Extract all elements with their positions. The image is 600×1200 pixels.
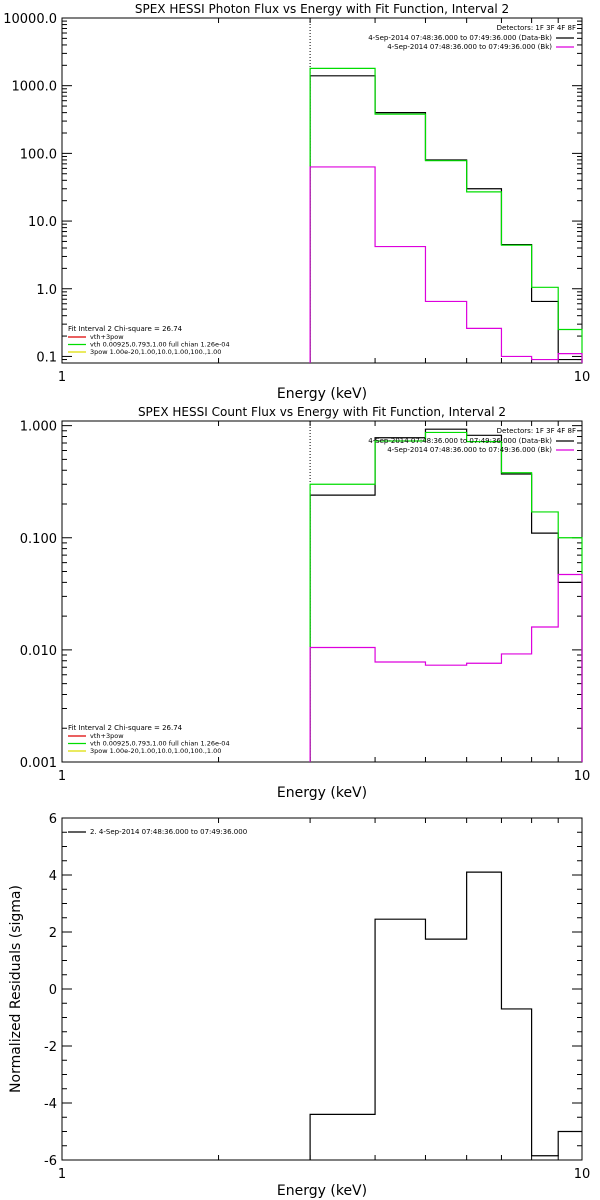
legend-entry-label: 2. 4-Sep-2014 07:48:36.000 to 07:49:36.0… [90, 828, 247, 836]
chart-title: SPEX HESSI Photon Flux vs Energy with Fi… [135, 2, 509, 16]
chart-title: SPEX HESSI Count Flux vs Energy with Fit… [138, 405, 506, 419]
y-tick-label: 1000.0 [12, 80, 58, 95]
series-step-line [309, 871, 582, 1160]
y-axis-label: Normalized Residuals (sigma) [8, 885, 24, 1093]
legend-entry-label: vth+3pow [90, 732, 124, 740]
x-axis-label: Energy (keV) [277, 1183, 367, 1199]
x-tick-label: 1 [58, 370, 66, 385]
series-step-line [309, 166, 583, 363]
legend-entry-label: 3pow 1.00e-20,1.00,10.0,1.00,100.,1.00 [90, 747, 221, 755]
x-tick-label: 10 [574, 370, 591, 385]
y-tick-label: 0.100 [20, 532, 57, 547]
y-tick-label: 6 [49, 812, 57, 827]
legend-header-fit: Fit Interval 2 Chi-square = 26.74 [68, 325, 183, 333]
legend-entry-label: vth+3pow [90, 333, 124, 341]
y-tick-label: 0.1 [36, 350, 57, 365]
plot-frame [61, 17, 583, 364]
series-step-line [309, 75, 583, 363]
x-tick-label: 1 [58, 1167, 66, 1182]
series-step-line [309, 67, 583, 363]
y-tick-label: 2 [49, 926, 57, 941]
legend-entry-label: 3pow 1.00e-20,1.00,10.0,1.00,100.,1.00 [90, 348, 221, 356]
y-tick-label: -6 [44, 1154, 57, 1169]
series-step-line [309, 428, 583, 762]
x-tick-label: 1 [58, 769, 66, 784]
y-tick-label: -2 [44, 1040, 57, 1055]
x-axis-label: Energy (keV) [277, 785, 367, 801]
series-step-line [309, 573, 583, 762]
y-tick-label: 0.010 [20, 644, 57, 659]
legend-entry-label: 4-Sep-2014 07:48:36.000 to 07:49:36.000 … [387, 446, 552, 454]
plot-frame [61, 420, 583, 763]
legend-header-fit: Fit Interval 2 Chi-square = 26.74 [68, 724, 183, 732]
y-tick-label: 100.0 [20, 147, 57, 162]
y-tick-label: -4 [44, 1097, 57, 1112]
x-tick-label: 10 [574, 1167, 591, 1182]
x-tick-label: 10 [574, 769, 591, 784]
legend-entry-label: 4-Sep-2014 07:48:36.000 to 07:49:36.000 … [368, 34, 552, 42]
legend-entry-label: 4-Sep-2014 07:48:36.000 to 07:49:36.000 … [387, 43, 552, 51]
y-tick-label: 10000.0 [3, 12, 57, 27]
series-step-line [309, 431, 583, 762]
legend-entry-label: vth 0.00925,0.793,1.00 full chian 1.26e-… [90, 341, 230, 349]
y-tick-label: 1.000 [20, 420, 57, 435]
plot-frame [61, 817, 583, 1161]
y-tick-label: 0 [49, 983, 57, 998]
y-tick-label: 10.0 [28, 215, 57, 230]
legend-entry-label: 4-Sep-2014 07:48:36.000 to 07:49:36.000 … [368, 437, 552, 445]
legend-entry-label: vth 0.00925,0.793,1.00 full chian 1.26e-… [90, 740, 230, 748]
y-tick-label: 1.0 [36, 283, 57, 298]
x-axis-label: Energy (keV) [277, 386, 367, 402]
legend-header-detectors: Detectors: 1F 3F 4F 8F [497, 24, 576, 32]
y-tick-label: 4 [49, 869, 57, 884]
legend-header-detectors: Detectors: 1F 3F 4F 8F [497, 427, 576, 435]
y-tick-label: 0.001 [20, 756, 57, 771]
